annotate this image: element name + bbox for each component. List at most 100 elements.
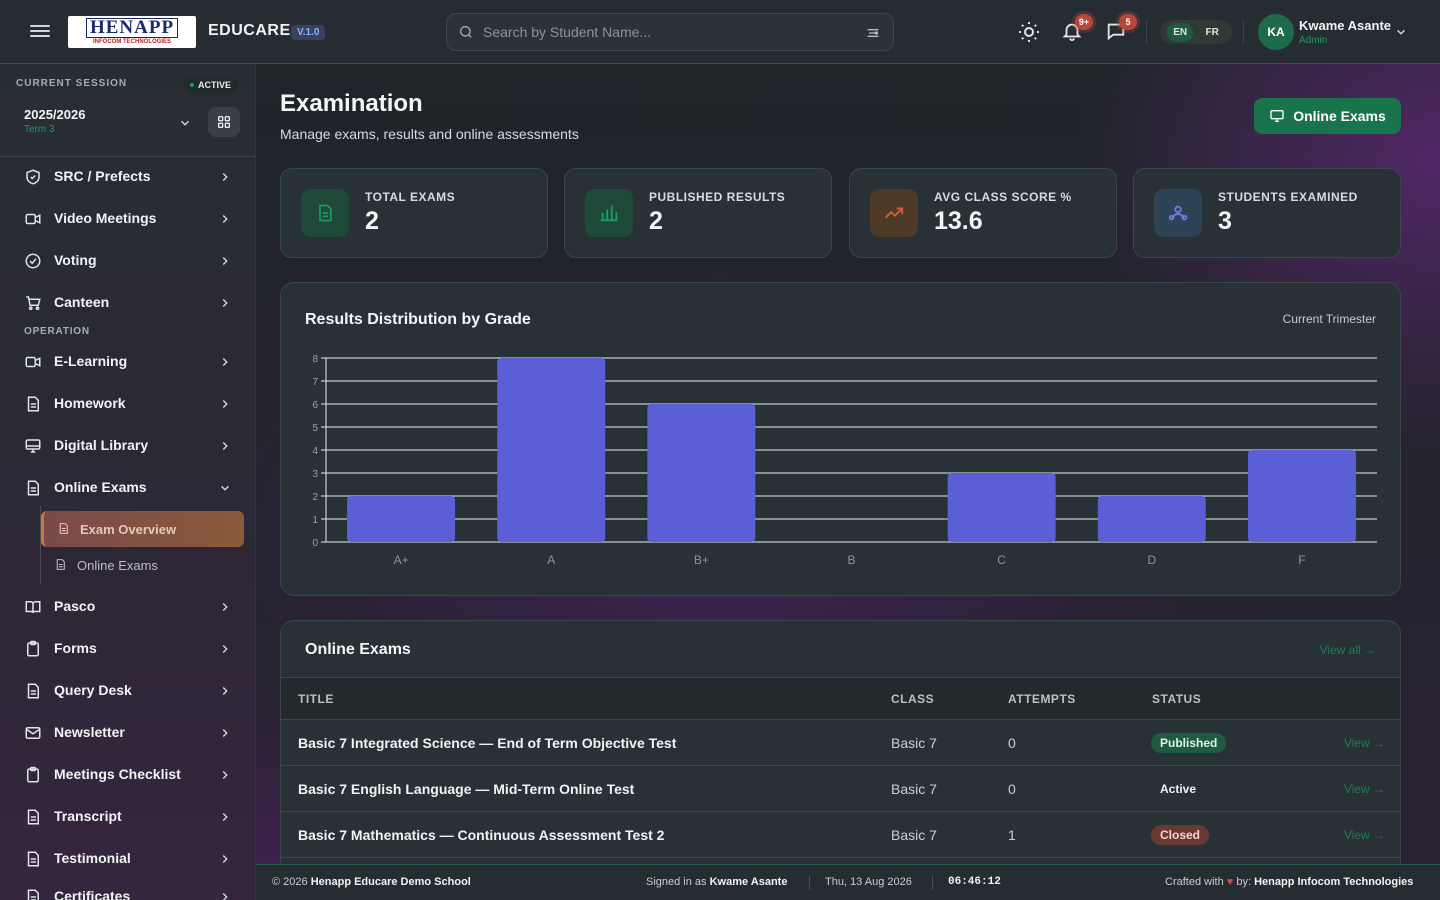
sidebar-item-label: E-Learning xyxy=(54,353,128,369)
x-tick-label: D xyxy=(1147,553,1156,567)
search-icon xyxy=(459,25,472,38)
messages-badge: 5 xyxy=(1119,14,1137,30)
stat-label: TOTAL EXAMS xyxy=(365,190,456,204)
chevron-right-icon xyxy=(222,812,228,822)
view-link[interactable]: View → xyxy=(1343,828,1385,842)
notifications-button[interactable]: 9+ xyxy=(1061,14,1093,44)
version-badge: V.1.0 xyxy=(291,25,326,40)
x-tick-label: B xyxy=(847,553,855,567)
sidebar-item-transcript[interactable]: Transcript xyxy=(0,797,255,835)
sidebar-subitem-exam-overview[interactable]: Exam Overview xyxy=(41,511,244,547)
menu-icon[interactable] xyxy=(30,22,50,42)
chevron-right-icon xyxy=(222,441,228,451)
sidebar-item-label: Meetings Checklist xyxy=(54,766,181,782)
chevron-down-icon xyxy=(220,485,230,491)
exam-title[interactable]: Basic 7 English Language — Mid-Term Onli… xyxy=(298,781,635,797)
chevron-right-icon xyxy=(222,728,228,738)
stat-label: STUDENTS EXAMINED xyxy=(1218,190,1358,204)
chevron-down-icon[interactable] xyxy=(178,116,192,130)
document-icon xyxy=(27,851,39,867)
sidebar-item-homework[interactable]: Homework xyxy=(0,384,255,422)
sidebar-item-online-exams[interactable]: Online Exams xyxy=(0,468,255,506)
sidebar-item-voting[interactable]: Voting xyxy=(0,241,255,279)
y-tick-label: 8 xyxy=(312,354,318,365)
view-link[interactable]: View → xyxy=(1343,736,1385,750)
sidebar-item-canteen[interactable]: Canteen xyxy=(0,283,255,321)
sidebar-item-label: Canteen xyxy=(54,294,110,310)
table-row[interactable]: Basic 7 Mathematics — Continuous Assessm… xyxy=(281,811,1400,857)
search-input[interactable] xyxy=(483,14,853,50)
column-header-status[interactable]: STATUS xyxy=(1152,692,1202,706)
filter-icon[interactable] xyxy=(865,25,881,41)
chevron-right-icon xyxy=(222,644,228,654)
messages-button[interactable]: 5 xyxy=(1105,14,1137,44)
x-tick-label: A+ xyxy=(394,553,409,567)
footer: © 2026 Henapp Educare Demo School Signed… xyxy=(256,864,1440,900)
exam-title[interactable]: Basic 7 Integrated Science — End of Term… xyxy=(298,735,677,751)
exam-title[interactable]: Basic 7 Mathematics — Continuous Assessm… xyxy=(298,827,665,843)
sidebar-item-forms[interactable]: Forms xyxy=(0,629,255,667)
document-icon xyxy=(27,889,39,900)
stat-value: 2 xyxy=(649,207,663,235)
sidebar-item-newsletter[interactable]: Newsletter xyxy=(0,713,255,751)
sidebar-item-digital-library[interactable]: Digital Library xyxy=(0,426,255,464)
stat-card-avg-class-score: AVG CLASS SCORE % 13.6 xyxy=(849,168,1117,258)
sidebar-item-query-desk[interactable]: Query Desk xyxy=(0,671,255,709)
lang-en[interactable]: EN xyxy=(1167,22,1194,42)
sidebar-item-video-meetings[interactable]: Video Meetings xyxy=(0,199,255,237)
view-link[interactable]: View → xyxy=(1343,782,1385,796)
status-badge: Active xyxy=(1151,779,1206,799)
sidebar-item-label: Transcript xyxy=(54,808,122,824)
avatar[interactable]: KA xyxy=(1258,14,1294,50)
sidebar-item-testimonial[interactable]: Testimonial xyxy=(0,839,255,877)
chevron-down-icon[interactable] xyxy=(1394,25,1408,39)
sidebar-item-src-prefects[interactable]: SRC / Prefects xyxy=(0,157,255,195)
y-tick-label: 6 xyxy=(312,400,318,411)
online-exams-button[interactable]: Online Exams xyxy=(1254,98,1401,134)
sidebar-item-certificates[interactable]: Certificates xyxy=(0,877,255,900)
bar-a xyxy=(497,358,606,542)
chevron-right-icon xyxy=(222,298,228,308)
sidebar-subitem-online-exams[interactable]: Online Exams xyxy=(41,547,244,583)
table-row[interactable]: Basic 7 English Language — Mid-Term Onli… xyxy=(281,765,1400,811)
session-term: Term 3 xyxy=(24,124,55,135)
y-tick-label: 4 xyxy=(312,446,318,457)
online-exams-button-label: Online Exams xyxy=(1293,108,1386,124)
monitor-icon xyxy=(25,439,41,453)
x-tick-label: C xyxy=(997,553,1006,567)
y-tick-label: 1 xyxy=(312,515,318,526)
video-icon xyxy=(25,356,41,368)
sidebar-item-label: Testimonial xyxy=(54,850,131,866)
y-tick-label: 2 xyxy=(312,492,318,503)
table-row[interactable]: Basic 7 Integrated Science — End of Term… xyxy=(281,719,1400,765)
table-row[interactable] xyxy=(281,857,1400,879)
column-header-attempts[interactable]: ATTEMPTS xyxy=(1008,692,1076,706)
column-header-class[interactable]: CLASS xyxy=(891,692,935,706)
x-tick-label: B+ xyxy=(694,553,709,567)
lang-fr[interactable]: FR xyxy=(1205,26,1219,38)
bar-chart-icon xyxy=(600,205,618,222)
online-exams-title: Online Exams xyxy=(305,641,411,658)
apps-grid-button[interactable] xyxy=(208,107,240,137)
session-year[interactable]: 2025/2026 xyxy=(24,107,86,122)
chevron-right-icon xyxy=(222,602,228,612)
book-icon xyxy=(25,601,41,614)
column-header-title[interactable]: TITLE xyxy=(298,692,334,706)
company-link[interactable]: Henapp Infocom Technologies xyxy=(1254,876,1414,888)
exam-class: Basic 7 xyxy=(891,781,937,797)
sidebar-item-label: SRC / Prefects xyxy=(54,168,151,184)
document-icon xyxy=(56,559,65,570)
view-all-link[interactable]: View all → xyxy=(1319,643,1376,657)
sidebar-subitem-label: Exam Overview xyxy=(80,521,177,537)
logo[interactable]: HENAPP INFOCOM TECHNOLOGIES xyxy=(68,16,196,48)
document-icon xyxy=(59,523,68,534)
stat-label: AVG CLASS SCORE % xyxy=(934,190,1072,204)
bar-d xyxy=(1097,496,1206,542)
sun-icon[interactable] xyxy=(1017,20,1041,44)
document-icon xyxy=(27,480,39,496)
sidebar-item-e-learning[interactable]: E-Learning xyxy=(0,342,255,380)
top-header: HENAPP INFOCOM TECHNOLOGIES EDUCARE V.1.… xyxy=(0,0,1440,64)
user-name[interactable]: Kwame Asante xyxy=(1299,18,1391,33)
sidebar-item-pasco[interactable]: Pasco xyxy=(0,587,255,625)
sidebar-item-meetings-checklist[interactable]: Meetings Checklist xyxy=(0,755,255,793)
